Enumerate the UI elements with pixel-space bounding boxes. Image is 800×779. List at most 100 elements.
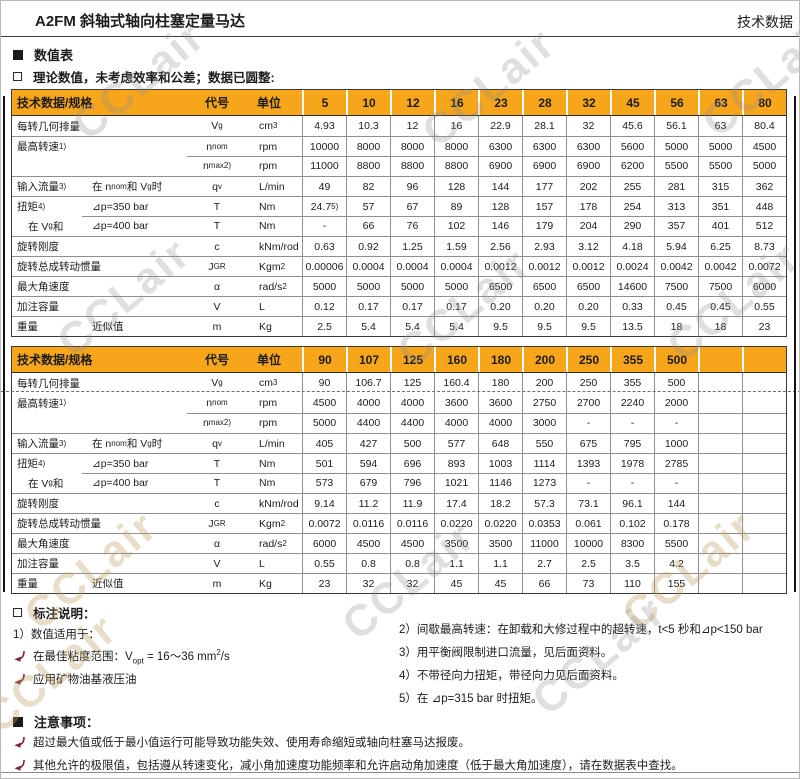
value-cell bbox=[742, 434, 786, 453]
value-cell: 9.5 bbox=[478, 317, 522, 336]
filled-square-bullet-icon bbox=[13, 49, 23, 60]
value-cell: 9.5 bbox=[566, 317, 610, 336]
value-cell: 45.6 bbox=[610, 116, 654, 136]
value-cell bbox=[698, 434, 742, 453]
values-note-line: 理论数值，未考虑效率和公差；数据已圆整: bbox=[13, 67, 275, 86]
value-cell: 6200 bbox=[610, 156, 654, 176]
footnotes-heading: 标注说明： bbox=[13, 603, 96, 622]
value-cell: 0.0004 bbox=[434, 257, 478, 276]
table-row-m: 重量 近似值 m Kg 2.5 5.4 5.4 5.4 9.5 9.5 9.5 13.5 18 18 23 bbox=[12, 316, 786, 336]
value-cell: 10000 bbox=[566, 534, 610, 553]
unit-cell: Nm bbox=[259, 220, 276, 232]
value-cell: 2.5 bbox=[566, 554, 610, 573]
value-cell: 14600 bbox=[610, 277, 654, 296]
value-cell: 90 bbox=[302, 373, 346, 393]
value-cell: 11.9 bbox=[390, 494, 434, 513]
value-cell bbox=[698, 494, 742, 513]
value-cell: 23 bbox=[302, 574, 346, 593]
value-cell: - bbox=[610, 413, 654, 433]
value-cell: 82 bbox=[346, 177, 390, 196]
value-cell: 6900 bbox=[522, 156, 566, 176]
footnote-5: 5）在 ⊿p=315 bar 时扭矩。 bbox=[399, 693, 543, 705]
value-cell: 4500 bbox=[742, 137, 786, 156]
unit-cell: cm 3 bbox=[259, 377, 278, 389]
value-cell: 1.1 bbox=[434, 554, 478, 573]
spec-label-cell: 旋转刚度 bbox=[17, 498, 59, 510]
value-cell: 11.2 bbox=[346, 494, 390, 513]
value-cell: 512 bbox=[742, 216, 786, 236]
table-row-c: 旋转刚度 c kNm/rod 0.63 0.92 1.25 1.59 2.56 2.93 3.12… bbox=[12, 236, 786, 256]
value-cell: 204 bbox=[566, 216, 610, 236]
value-cell: 10000 bbox=[302, 137, 346, 156]
section-values-heading: 数值表 bbox=[13, 45, 73, 64]
column-header-size: 45 bbox=[610, 90, 654, 115]
spec-label-cell: 加注容量 bbox=[17, 301, 59, 313]
footnote-bullet-oil: 应用矿物油基液压油 bbox=[13, 671, 137, 687]
value-cell: 696 bbox=[390, 454, 434, 473]
code-cell: J GR bbox=[208, 260, 226, 273]
value-cell: 144 bbox=[654, 494, 698, 513]
value-cell: 2785 bbox=[654, 454, 698, 473]
value-cell: 7500 bbox=[698, 277, 742, 296]
value-cell: 2.56 bbox=[478, 237, 522, 256]
value-cell: 6900 bbox=[478, 156, 522, 176]
value-cell: 202 bbox=[566, 177, 610, 196]
value-cell: 290 bbox=[610, 216, 654, 236]
value-cell: 0.178 bbox=[654, 514, 698, 533]
value-cell: 16 bbox=[434, 116, 478, 136]
value-cell: 6500 bbox=[478, 277, 522, 296]
value-cell: 1021 bbox=[434, 473, 478, 493]
value-cell: 0.12 bbox=[302, 297, 346, 316]
table-row-nnom: 最高转速 1) n nom rpm 10000 8000 8000 8000 6300 6300 6… bbox=[12, 136, 786, 156]
value-cell: 0.0042 bbox=[654, 257, 698, 276]
column-header-size: 32 bbox=[566, 90, 610, 115]
section-title: 数值表 bbox=[34, 48, 74, 63]
value-cell: 49 bbox=[302, 177, 346, 196]
notice-item-2: 其他允许的极限值，包括遵从转速变化，减小角加速度功能频率和允许启动角加速度（低于… bbox=[13, 757, 683, 773]
value-cell: 5.4 bbox=[346, 317, 390, 336]
value-cell: 3.12 bbox=[566, 237, 610, 256]
value-cell: 1.59 bbox=[434, 237, 478, 256]
unit-cell: rpm bbox=[259, 160, 278, 172]
values-note-text: 理论数值，未考虑效率和公差；数据已圆整: bbox=[33, 71, 275, 85]
column-header-size: 23 bbox=[478, 90, 522, 115]
value-cell bbox=[698, 554, 742, 573]
notice-heading: 注意事项： bbox=[13, 712, 99, 731]
value-cell: 0.0004 bbox=[346, 257, 390, 276]
value-cell: 4000 bbox=[346, 393, 390, 413]
value-cell: 6900 bbox=[566, 156, 610, 176]
value-cell: 4000 bbox=[434, 413, 478, 433]
value-cell: 0.17 bbox=[390, 297, 434, 316]
column-header-size: 80 bbox=[742, 90, 786, 115]
value-cell: 0.0072 bbox=[302, 514, 346, 533]
value-cell bbox=[698, 393, 742, 413]
column-header-size: 16 bbox=[434, 90, 478, 115]
value-cell: 1003 bbox=[478, 454, 522, 473]
unit-cell: kNm/rod bbox=[259, 497, 299, 510]
column-header-unit: 单位 bbox=[257, 353, 282, 367]
value-cell: 675 bbox=[566, 434, 610, 453]
footnote-bullet-viscosity: 在最佳粘度范围：Vopt = 16～36 mm2/s bbox=[13, 648, 230, 665]
spec-label-cell: 扭矩 4) bbox=[17, 458, 46, 470]
value-cell bbox=[742, 473, 786, 493]
value-cell bbox=[698, 413, 742, 433]
value-cell bbox=[698, 534, 742, 553]
value-cell: - bbox=[566, 413, 610, 433]
curved-arrow-bullet-icon bbox=[14, 673, 25, 685]
value-cell: 0.0116 bbox=[346, 514, 390, 533]
value-cell: 362 bbox=[742, 177, 786, 196]
value-cell bbox=[698, 454, 742, 473]
value-cell: 5.4 bbox=[390, 317, 434, 336]
value-cell: 679 bbox=[346, 473, 390, 493]
value-cell: 4.2 bbox=[654, 554, 698, 573]
value-cell: 9.14 bbox=[302, 494, 346, 513]
value-cell: 0.0116 bbox=[390, 514, 434, 533]
value-cell: 0.0042 bbox=[698, 257, 742, 276]
unit-cell: Nm bbox=[259, 457, 276, 470]
value-cell: 313 bbox=[654, 197, 698, 216]
value-cell: 128 bbox=[478, 197, 522, 216]
notice-item-1: 超过最大值或低于最小值运行可能导致功能失效、使用寿命缩短或轴向柱塞马达报废。 bbox=[13, 734, 470, 750]
